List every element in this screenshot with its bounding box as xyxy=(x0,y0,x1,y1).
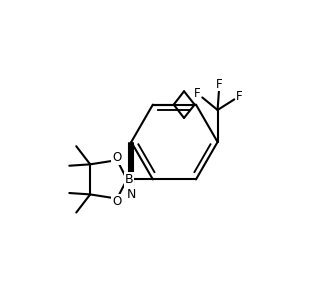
Text: F: F xyxy=(194,87,201,100)
Text: N: N xyxy=(126,188,136,201)
Text: F: F xyxy=(216,78,223,91)
Text: O: O xyxy=(112,151,121,164)
Text: F: F xyxy=(236,90,243,103)
Text: O: O xyxy=(112,195,121,208)
Text: B: B xyxy=(125,173,134,186)
